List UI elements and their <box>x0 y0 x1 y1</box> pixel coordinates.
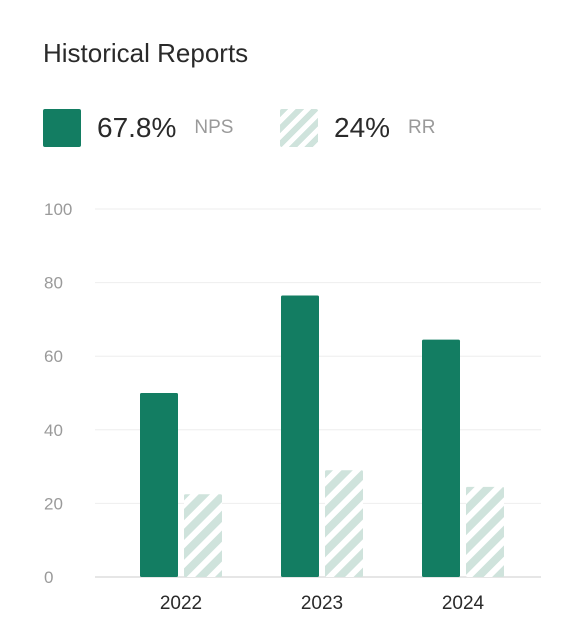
bar-layer <box>140 295 504 577</box>
nps-bar-2023 <box>281 295 319 577</box>
legend-item-rr: 24% RR <box>280 108 436 148</box>
chart-legend: 67.8% NPS 24% RR <box>0 108 582 148</box>
y-tick-label: 100 <box>44 200 72 219</box>
y-tick-label: 60 <box>44 347 63 366</box>
nps-bar-2022 <box>140 393 178 577</box>
y-tick-label: 80 <box>44 274 63 293</box>
x-category-label: 2023 <box>301 593 343 614</box>
rr-legend-label: RR <box>408 117 436 138</box>
x-category-label: 2022 <box>160 593 202 614</box>
y-tick-label: 20 <box>44 494 63 513</box>
nps-swatch <box>43 109 81 147</box>
x-category-label: 2024 <box>442 593 485 614</box>
nps-legend-label: NPS <box>194 117 234 138</box>
rr-bar-2022 <box>184 494 222 577</box>
rr-legend-value: 24% <box>334 112 391 143</box>
rr-bar-2023 <box>325 470 363 577</box>
chart-title: Historical Reports <box>43 38 249 68</box>
y-tick-label: 0 <box>44 568 53 587</box>
y-tick-label: 40 <box>44 421 63 440</box>
rr-bar-2024 <box>466 486 504 577</box>
label-layer: 0 20 40 60 80 100 2022 2023 2024 <box>44 200 485 614</box>
legend-item-nps: 67.8% NPS <box>43 108 233 148</box>
nps-bar-2024 <box>422 339 460 577</box>
rr-swatch <box>280 109 318 147</box>
nps-legend-value: 67.8% <box>97 112 177 143</box>
